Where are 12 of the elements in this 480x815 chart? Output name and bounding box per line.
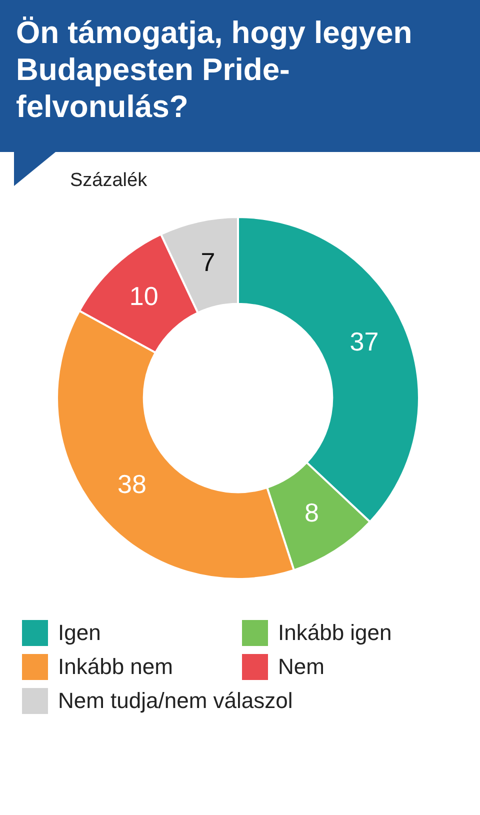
data-label: 8 — [304, 497, 319, 528]
data-label: 10 — [129, 280, 158, 311]
chart-subtitle: Százalék — [70, 170, 148, 192]
data-label: 37 — [350, 326, 379, 357]
legend-label: Nem — [278, 654, 324, 680]
data-label: 7 — [200, 246, 216, 277]
legend-label: Inkább igen — [278, 620, 392, 646]
legend-label: Igen — [58, 620, 101, 646]
legend-label: Inkább nem — [58, 654, 173, 680]
data-label: 38 — [118, 468, 146, 499]
legend-label: Nem tudja/nem válaszol — [58, 688, 293, 714]
chart-title: Ön támogatja, hogy legyen Budapesten Pride-felvonulás? — [0, 0, 480, 152]
